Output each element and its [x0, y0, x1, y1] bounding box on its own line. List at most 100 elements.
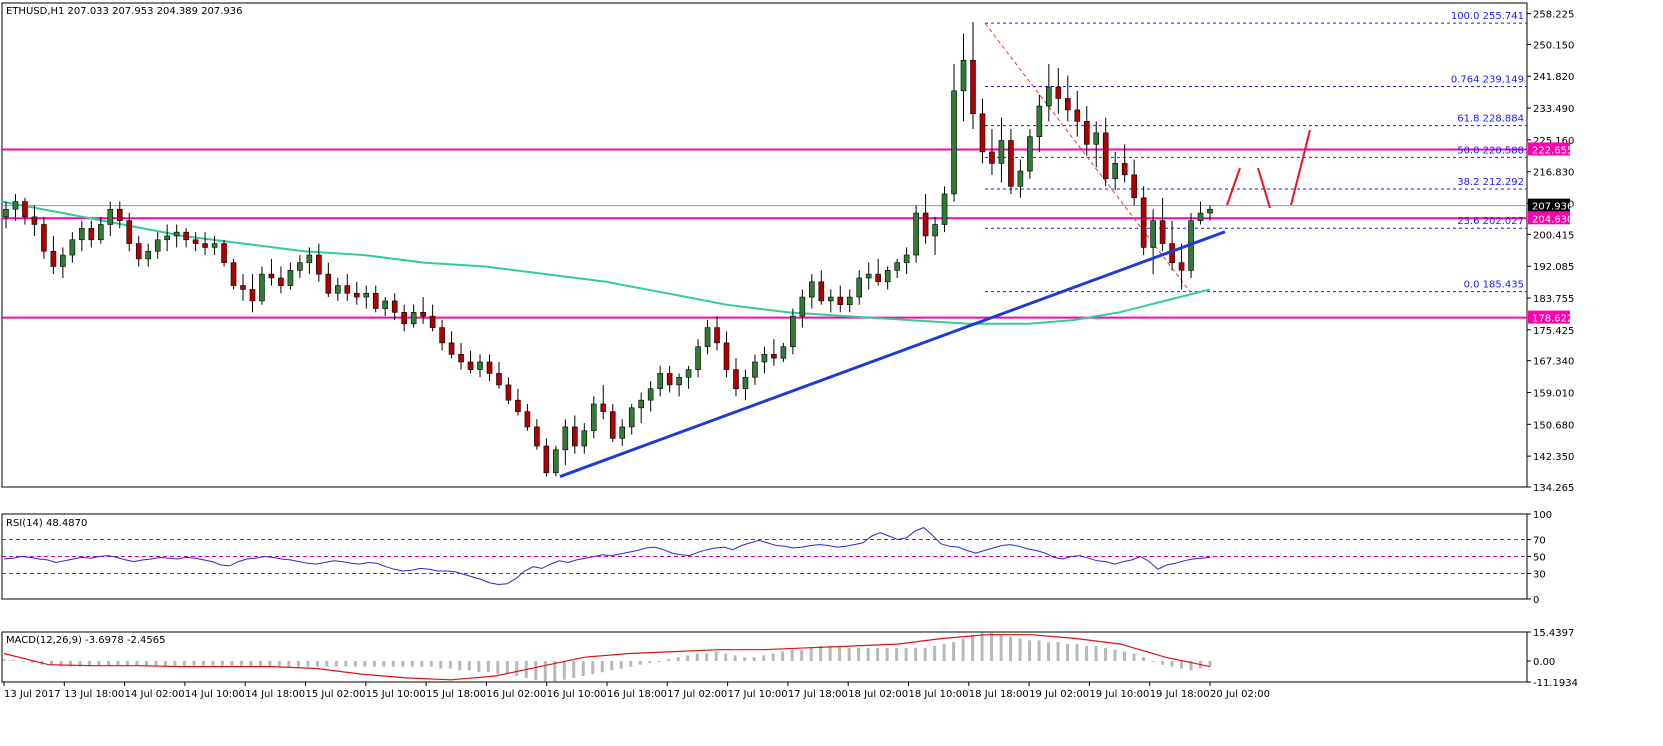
macd-histogram-bar — [135, 660, 139, 666]
price-pane-title: ETHUSD,H1 207.033 207.953 204.389 207.93… — [6, 6, 243, 17]
candle-body — [1159, 220, 1166, 244]
level-price-label: 204.630 — [1532, 214, 1573, 225]
candle-body — [790, 315, 796, 348]
candle-body — [979, 113, 986, 153]
macd-histogram-bar — [372, 660, 376, 667]
candle-body — [1055, 86, 1062, 99]
time-tick-label: 15 Jul 18:00 — [426, 689, 486, 700]
candle-body — [723, 342, 730, 370]
macd-histogram-bar — [1037, 640, 1041, 661]
macd-histogram-bar — [106, 660, 110, 666]
time-tick-label: 13 Jul 2017 — [4, 689, 61, 700]
macd-histogram-bar — [952, 642, 956, 661]
macd-histogram-bar — [790, 649, 794, 661]
candle-body — [60, 254, 66, 267]
macd-histogram-bar — [610, 660, 614, 671]
macd-pane: MACD(12,26,9) -3.6978 -2.4565 15.4397 0.0… — [2, 628, 1578, 689]
candle-body — [865, 273, 872, 279]
candle-body — [391, 300, 398, 313]
candle-body — [1150, 220, 1156, 248]
macd-histogram-bar — [819, 645, 823, 661]
candle-body — [126, 220, 133, 244]
y-tick-label: 142.350 — [1533, 452, 1574, 463]
macd-histogram-bar — [382, 660, 386, 667]
candle-body — [543, 445, 550, 474]
y-tick-label: 159.010 — [1533, 388, 1574, 399]
candle-body — [458, 354, 464, 363]
candle-body — [609, 411, 616, 439]
candle-body — [12, 201, 19, 210]
projection-segment — [1257, 167, 1271, 209]
macd-histogram-bar — [1170, 660, 1174, 667]
candle-body — [922, 212, 929, 237]
fib-level-label: 0.764 239.149 — [1451, 74, 1524, 85]
macd-histogram-bar — [287, 660, 291, 667]
candle-body — [1093, 132, 1100, 145]
candle-body — [353, 292, 360, 298]
macd-histogram-bar — [182, 660, 186, 666]
macd-histogram-bar — [1142, 657, 1146, 661]
macd-histogram-bar — [572, 660, 576, 678]
candle-body — [496, 373, 502, 386]
macd-histogram-bar — [1180, 660, 1184, 669]
projection-segment — [1226, 167, 1241, 206]
macd-histogram-bar — [724, 653, 728, 661]
macd-histogram-bar — [990, 632, 994, 661]
macd-signal-line — [3, 634, 1211, 681]
time-tick-label: 13 Jul 18:00 — [64, 689, 124, 700]
rsi-tick-label: 30 — [1533, 570, 1546, 581]
y-tick-label: 167.340 — [1533, 357, 1574, 368]
level-price-label: 222.655 — [1532, 145, 1573, 156]
candle-body — [410, 312, 417, 325]
candle-body — [913, 212, 919, 256]
macd-histogram-bar — [410, 660, 414, 667]
macd-histogram-bar — [68, 660, 72, 667]
time-tick-label: 19 Jul 02:00 — [1029, 689, 1089, 700]
macd-histogram-bar — [752, 657, 756, 661]
macd-histogram-bar — [486, 660, 490, 673]
candle-body — [268, 273, 275, 279]
candle-body — [429, 315, 436, 328]
time-tick-label: 16 Jul 02:00 — [486, 689, 546, 700]
macd-histogram-bar — [125, 660, 129, 666]
fib-level-label: 61.8 228.884 — [1457, 114, 1524, 125]
time-tick-label: 16 Jul 10:00 — [547, 689, 607, 700]
macd-histogram-bar — [1018, 638, 1022, 661]
candle-body — [619, 426, 626, 439]
candle-body — [173, 231, 180, 237]
macd-histogram-bar — [201, 660, 205, 666]
candle-body — [1027, 136, 1033, 172]
candle-body — [505, 384, 512, 401]
candle-body — [382, 300, 389, 309]
macd-histogram-bar — [619, 660, 623, 669]
time-tick-label: 15 Jul 10:00 — [366, 689, 426, 700]
macd-histogram-bar — [11, 660, 15, 662]
candle-body — [249, 289, 256, 302]
candle-body — [1046, 86, 1052, 107]
y-tick-label: 233.490 — [1533, 104, 1574, 115]
candle-body — [600, 403, 607, 412]
candle-body — [903, 254, 910, 263]
candle-body — [31, 216, 38, 225]
macd-histogram-bar — [809, 647, 813, 661]
macd-histogram-bar — [1085, 645, 1089, 661]
candle-body — [666, 373, 673, 386]
level-price-tag — [1528, 211, 1570, 225]
candle-body — [628, 407, 635, 428]
fib-level-label: 38.2 212.292 — [1457, 177, 1524, 188]
y-tick-label: 175.425 — [1533, 326, 1574, 337]
macd-histogram-bar — [629, 660, 633, 667]
macd-histogram-bar — [828, 645, 832, 661]
macd-histogram-bar — [154, 660, 158, 666]
candle-body — [894, 262, 900, 271]
macd-histogram-bar — [306, 660, 310, 667]
y-tick-label: 150.680 — [1533, 420, 1574, 431]
macd-histogram-bar — [268, 660, 272, 667]
y-tick-label: 258.225 — [1533, 10, 1574, 21]
candle-body — [154, 239, 161, 252]
candle-body — [1083, 121, 1090, 145]
candle-body — [221, 243, 227, 263]
candle-body — [553, 449, 559, 474]
macd-histogram-bar — [458, 660, 462, 671]
candle-body — [875, 273, 881, 283]
